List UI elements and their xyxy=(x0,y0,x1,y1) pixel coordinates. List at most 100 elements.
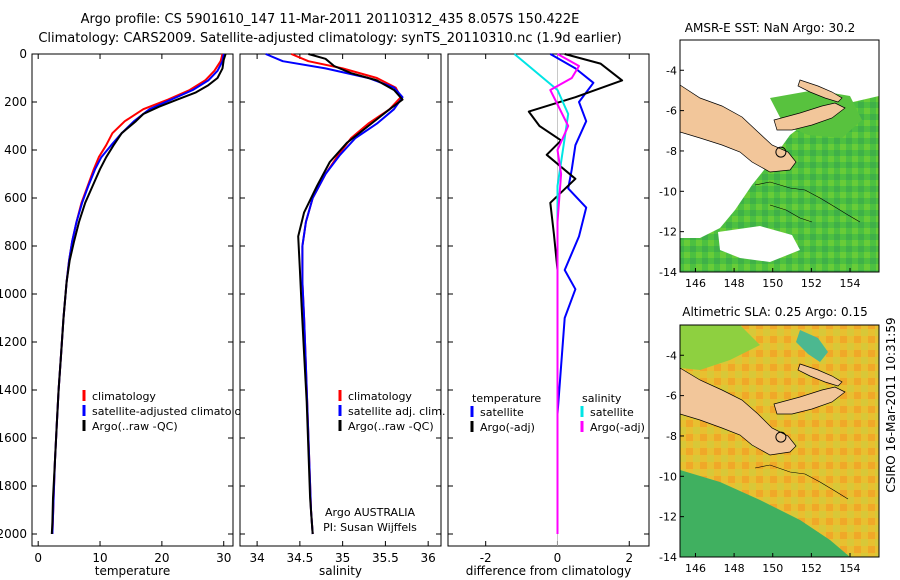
lon-tick-label: 152 xyxy=(801,277,822,290)
y-tick-label: 1400 xyxy=(0,383,27,397)
sst-map-panel: AMSR-E SST: NaN Argo: 30.2 146 148 150 152 1… xyxy=(659,21,880,290)
legend-label: satellite-adjusted climatology xyxy=(92,405,255,418)
x-axis-label: difference from climatology xyxy=(466,564,632,578)
lat-tick-label: -4 xyxy=(666,349,677,362)
lat-tick-label: -14 xyxy=(659,266,677,279)
x-tick-label: 36 xyxy=(421,551,436,565)
series-line-argo-raw-qc xyxy=(297,53,404,535)
lat-tick-label: -6 xyxy=(666,105,677,118)
lat-tick-label: -12 xyxy=(659,511,677,524)
x-tick-label: 34.5 xyxy=(287,551,314,565)
sst-map-title: AMSR-E SST: NaN Argo: 30.2 xyxy=(685,21,855,35)
plot-frame xyxy=(239,53,442,547)
sla-land-newbritain xyxy=(773,386,846,415)
plot-frame xyxy=(31,53,234,547)
y-tick-label: 600 xyxy=(4,191,27,205)
legend-label: Argo(..raw -QC) xyxy=(348,420,434,433)
legend-label: Argo(-adj) xyxy=(480,421,535,434)
lon-tick-label: 148 xyxy=(724,277,745,290)
header-line1: Argo profile: CS 5901610_147 11-Mar-2011… xyxy=(81,12,580,27)
lon-tick-label: 150 xyxy=(762,277,783,290)
y-tick-label: 800 xyxy=(4,239,27,253)
lat-tick-label: -12 xyxy=(659,226,677,239)
series-line-salinity-argo-adj xyxy=(549,53,580,534)
sst-missing-data-south xyxy=(718,226,800,262)
x-tick-label: 30 xyxy=(216,551,231,565)
sla-green-west xyxy=(680,325,760,370)
lat-tick-label: -8 xyxy=(666,145,677,158)
x-tick-label: 0 xyxy=(34,551,42,565)
sla-map-frame xyxy=(679,324,880,558)
legend-label: Argo(-adj) xyxy=(590,421,645,434)
header-line2: Climatology: CARS2009. Satellite-adjuste… xyxy=(38,31,621,46)
x-tick-label: 10 xyxy=(92,551,107,565)
legend-label: climatology xyxy=(92,390,156,403)
lat-tick-label: -8 xyxy=(666,430,677,443)
sla-float-marker xyxy=(775,431,787,443)
sst-map-axes: 146 148 150 152 154 -4 -6 -8 -10 -12 -14 xyxy=(659,64,860,290)
sst-land-newbritain xyxy=(773,102,846,131)
sla-map-axes: 146 148 150 152 154 -4 -6 -8 -10 -12 -14 xyxy=(659,349,860,575)
y-tick-label: 1200 xyxy=(0,335,27,349)
x-tick-label: -2 xyxy=(480,551,492,565)
lon-tick-label: 148 xyxy=(724,562,745,575)
x-tick-label: 0 xyxy=(554,551,562,565)
legend-group-title: temperature xyxy=(472,392,541,405)
lon-tick-label: 154 xyxy=(840,562,861,575)
y-tick-label: 2000 xyxy=(0,527,27,541)
sla-islands xyxy=(754,464,849,500)
pi-note: PI: Susan Wijffels xyxy=(323,521,417,534)
lon-tick-label: 146 xyxy=(685,277,706,290)
sst-islands-2 xyxy=(769,204,813,223)
legend-label: Argo(..raw -QC) xyxy=(92,420,178,433)
y-tick-label: 0 xyxy=(19,47,27,61)
lon-tick-label: 150 xyxy=(762,562,783,575)
lat-tick-label: -6 xyxy=(666,390,677,403)
credit-text: CSIRO 16-Mar-2011 10:31:59 xyxy=(884,317,898,492)
x-axis-label: temperature xyxy=(95,564,170,578)
series-line-temperature-satellite xyxy=(549,53,595,534)
lat-tick-label: -10 xyxy=(659,470,677,483)
lat-tick-label: -10 xyxy=(659,185,677,198)
sst-missing-data xyxy=(680,40,879,238)
lon-tick-label: 154 xyxy=(840,277,861,290)
sla-green-south xyxy=(680,470,850,557)
sla-land xyxy=(680,367,797,456)
x-tick-label: 20 xyxy=(154,551,169,565)
sst-land xyxy=(680,84,797,173)
lon-tick-label: 152 xyxy=(801,562,822,575)
lat-tick-label: -14 xyxy=(659,551,677,564)
legend-label: satellite xyxy=(590,406,634,419)
y-tick-label: 1800 xyxy=(0,479,27,493)
legend-label: climatology xyxy=(348,390,412,403)
x-tick-label: 35 xyxy=(335,551,350,565)
sla-land-newireland xyxy=(797,363,843,387)
sla-teal xyxy=(796,330,828,362)
legend-label: satellite xyxy=(480,406,524,419)
y-tick-label: 1600 xyxy=(0,431,27,445)
sst-map-frame xyxy=(679,39,880,273)
y-tick-label: 200 xyxy=(4,95,27,109)
lon-tick-label: 146 xyxy=(685,562,706,575)
sla-map-panel: Altimetric SLA: 0.25 Argo: 0.15 146 148 15… xyxy=(659,305,880,575)
y-tick-label: 400 xyxy=(4,143,27,157)
sst-float-marker xyxy=(775,146,787,158)
sla-map-title: Altimetric SLA: 0.25 Argo: 0.15 xyxy=(682,305,867,319)
temperature-panel: 0 10 20 30 temperature 0 200 400 600 800 1000 1200 1… xyxy=(0,47,255,578)
x-axis-label: salinity xyxy=(319,564,362,578)
x-tick-label: 2 xyxy=(625,551,633,565)
salinity-panel: 34 34.5 35 35.5 36 salinity climatology satelli… xyxy=(239,53,445,578)
series-line-argo-raw-qc xyxy=(50,53,227,535)
x-tick-label: 35.5 xyxy=(372,551,399,565)
y-tick-label: 1000 xyxy=(0,287,27,301)
plot-frame xyxy=(447,53,650,547)
sst-islands xyxy=(754,181,861,223)
argo-australia-note: Argo AUSTRALIA xyxy=(325,506,415,519)
x-tick-label: 34 xyxy=(249,551,264,565)
lat-tick-label: -4 xyxy=(666,64,677,77)
sst-land-newireland xyxy=(797,79,843,103)
legend-group-title: salinity xyxy=(582,392,622,405)
legend-label: satellite adj. clim. xyxy=(348,405,445,418)
